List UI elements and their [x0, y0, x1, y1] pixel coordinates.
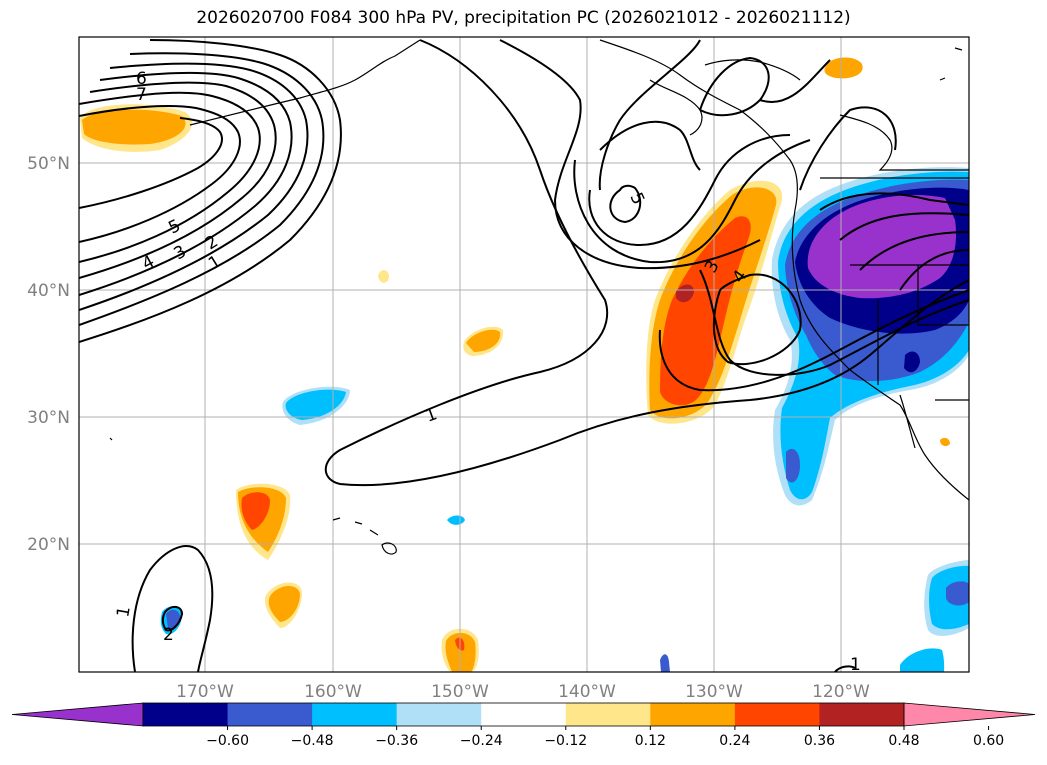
lon-label: 160°W — [304, 682, 362, 702]
colorbar-tick-label: −0.36 — [375, 733, 418, 749]
colorbar-tick-label: −0.12 — [544, 733, 587, 749]
colorbar-extend-high — [903, 702, 1036, 727]
contour-label: 1 — [850, 655, 861, 675]
lat-axis-labels: 50°N 40°N 30°N 20°N — [27, 154, 70, 555]
plot-frame — [78, 36, 970, 673]
lon-label: 130°W — [685, 682, 743, 702]
colorbar-tick-label: 0.48 — [888, 733, 919, 749]
colorbar-swatch — [481, 703, 567, 726]
colorbar-tick-label: 0.60 — [973, 733, 1004, 749]
contour-label: 2 — [163, 625, 174, 645]
colorbar-swatch — [143, 703, 229, 726]
coastlines — [109, 39, 969, 555]
colorbar-tick-label: −0.24 — [460, 733, 503, 749]
colorbar-tick-label: −0.60 — [206, 733, 249, 749]
lat-label: 50°N — [27, 154, 70, 174]
lon-label: 120°W — [812, 682, 870, 702]
pv-contours — [79, 39, 969, 672]
colorbar: −0.60 −0.48 −0.36 −0.24 −0.12 0.12 0.24 0.36 0.4… — [11, 702, 1036, 749]
colorbar-swatch — [396, 703, 482, 726]
contour-label: 1 — [113, 605, 135, 619]
colorbar-tick-label: 0.36 — [804, 733, 835, 749]
colorbar-tick-label: 0.12 — [635, 733, 666, 749]
colorbar-frame — [142, 702, 905, 727]
lon-label: 170°W — [176, 682, 234, 702]
colorbar-swatch — [312, 703, 398, 726]
lat-label: 20°N — [27, 535, 70, 555]
lon-axis-labels: 170°W 160°W 150°W 140°W 130°W 120°W — [176, 682, 870, 702]
lat-label: 40°N — [27, 281, 70, 301]
colorbar-swatch — [650, 703, 736, 726]
colorbar-swatch — [565, 703, 651, 726]
lat-label: 30°N — [27, 408, 70, 428]
colorbar-swatch — [227, 703, 313, 726]
colorbar-tick-label: −0.48 — [291, 733, 334, 749]
colorbar-swatch — [819, 703, 905, 726]
map-plot-area: 1 2 3 4 5 6 7 1 3 4 5 1 1 2 — [79, 37, 969, 675]
chart-title: 2026020700 F084 300 hPa PV, precipitatio… — [196, 8, 851, 28]
lon-label: 150°W — [431, 682, 489, 702]
graticule — [79, 37, 969, 672]
contour-label: 6 — [136, 69, 147, 89]
lon-label: 140°W — [558, 682, 616, 702]
contour-label: 7 — [136, 85, 147, 105]
colorbar-swatch — [734, 703, 820, 726]
colorbar-tick-label: 0.24 — [719, 733, 750, 749]
colorbar-extend-low — [11, 702, 144, 727]
